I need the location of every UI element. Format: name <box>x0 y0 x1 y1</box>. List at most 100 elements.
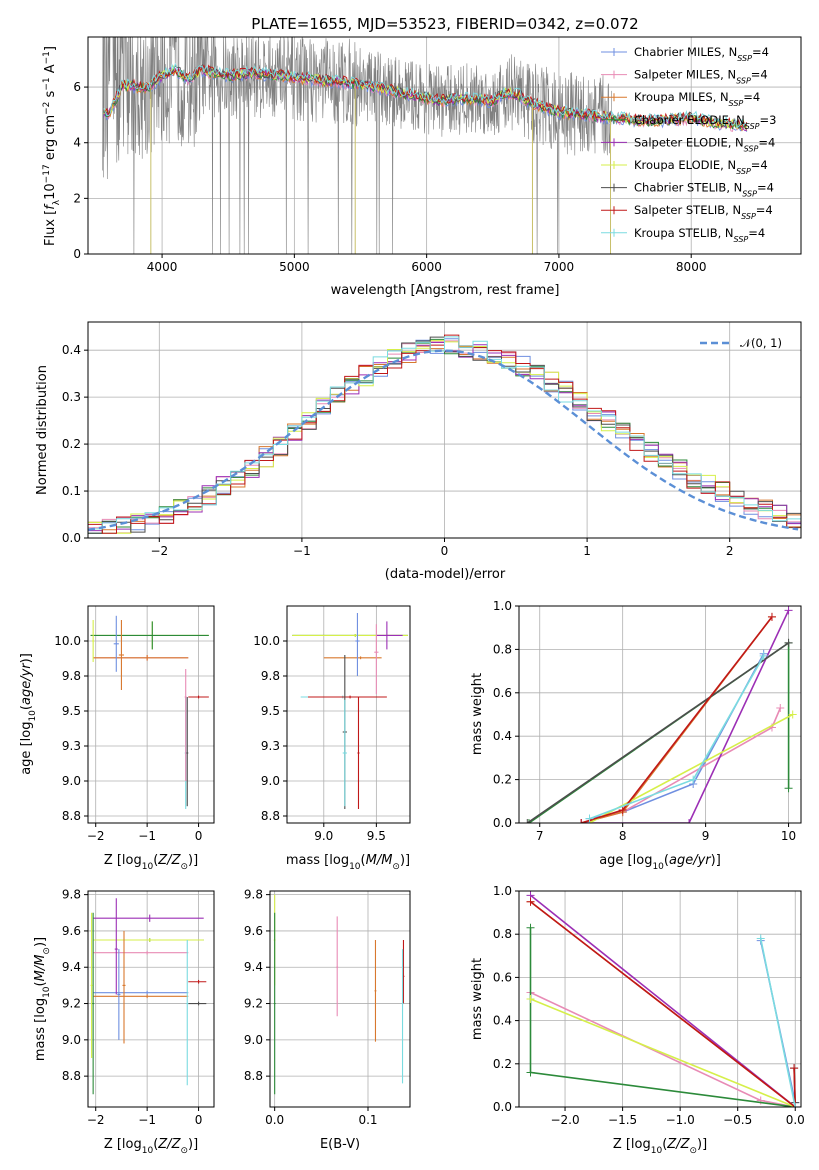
y-tick-label: 0 <box>73 247 81 261</box>
weight-marker <box>788 710 797 719</box>
legend-label: Salpeter STELIB, NSSP=4 <box>634 203 773 221</box>
x-tick-label: −2 <box>87 829 105 843</box>
weight-line-salpeter-elodie <box>581 609 790 823</box>
x-tick-label: 8000 <box>676 260 707 274</box>
y-tick-label: 9.8 <box>62 669 81 683</box>
plot-area <box>102 37 748 254</box>
x-tick-label: 0.0 <box>265 1113 284 1127</box>
weight-marker <box>767 612 776 621</box>
y-tick-label: 9.6 <box>62 924 81 938</box>
gaussian-curve <box>88 349 799 531</box>
legend-label: Kroupa STELIB, NSSP=4 <box>634 226 765 244</box>
weight-marker <box>784 606 793 615</box>
y-tick-label: 9.8 <box>261 669 280 683</box>
weight-marker <box>526 923 535 932</box>
y-tick-label: 8.8 <box>62 809 81 823</box>
weight-line-chabrier-elodie <box>529 927 796 1107</box>
y-tick-label: 9.8 <box>62 888 81 902</box>
y-tick-label: 9.0 <box>62 774 81 788</box>
axes-frame <box>286 605 411 824</box>
y-tick-label: 9.0 <box>62 1033 81 1047</box>
x-tick-label: 9 <box>702 829 710 843</box>
y-tick-label: 10.0 <box>54 634 81 648</box>
model-spectrum-kroupa-elodie <box>103 64 748 130</box>
panel-massweight-vs-Z: −2.0 −1.5 −1.0 −0.5 0.0 0.0 0.2 0.4 0.6 0.8 1.0 Z [… <box>470 884 805 1156</box>
y-tick-label: 9.3 <box>62 739 81 753</box>
weight-marker <box>577 819 586 823</box>
y-tick-label: 1.0 <box>493 599 512 613</box>
weight-marker <box>526 995 535 1003</box>
weight-marker <box>618 805 627 814</box>
weight-marker <box>791 1103 800 1107</box>
y-tick-label: 9.5 <box>261 704 280 718</box>
weight-marker <box>524 819 533 823</box>
x-tick-label: 1 <box>583 544 591 558</box>
y-axis-label: mass weight <box>470 958 485 1040</box>
x-axis-label: E(B-V) <box>320 1137 360 1152</box>
legend-label: Chabrier MILES, NSSP=4 <box>634 45 769 63</box>
y-tick-label: 0.4 <box>62 343 81 357</box>
y-tick-label: 4 <box>73 136 81 150</box>
axes-frame <box>269 890 411 1108</box>
plot-area <box>88 334 801 534</box>
plot-area <box>90 898 207 1095</box>
y-tick-label: 9.3 <box>261 739 280 753</box>
model-spectrum-kroupa-stelib <box>103 62 748 129</box>
x-tick-label: −0.5 <box>723 1113 752 1127</box>
y-tick-label: 8.8 <box>261 809 280 823</box>
x-tick-label: 10 <box>781 829 796 843</box>
figure-title: PLATE=1655, MJD=53523, FIBERID=0342, z=0… <box>251 15 638 33</box>
y-tick-label: 9.6 <box>244 924 263 938</box>
axes-frame <box>87 605 215 824</box>
y-tick-label: 1.0 <box>493 884 512 898</box>
weight-marker <box>526 1068 535 1077</box>
legend-label: 𝒩(0, 1) <box>740 336 782 350</box>
y-tick-label: 9.2 <box>244 997 263 1011</box>
y-tick-label: 9.0 <box>244 1033 263 1047</box>
y-tick-label: 0.4 <box>493 729 512 743</box>
x-tick-label: −1.5 <box>608 1113 637 1127</box>
x-tick-label: −2 <box>87 1113 105 1127</box>
y-tick-label: 9.0 <box>261 774 280 788</box>
x-tick-label: 0 <box>441 544 449 558</box>
y-tick-label: 8.8 <box>244 1069 263 1083</box>
x-axis-label: Z [log10(Z/Z⊙)] <box>613 1137 707 1156</box>
x-tick-label: 6000 <box>411 260 442 274</box>
panel-mass-vs-Z: −2 −1 0 8.8 9.0 9.2 9.4 9.6 9.8 Z [log10(Z/Z⊙)] ma… <box>33 888 215 1156</box>
panel-age-vs-mass: 9.0 9.5 8.8 9.0 9.3 9.5 9.8 10.0 mass [log10(M/M… <box>253 605 411 872</box>
x-axis-label: mass [log10(M/M⊙)] <box>286 853 410 872</box>
x-tick-label: 9.0 <box>314 829 333 843</box>
x-axis-label: Z [log10(Z/Z⊙)] <box>104 853 198 872</box>
y-tick-label: 0.0 <box>62 531 81 545</box>
x-axis-label: age [log10(age/yr)] <box>599 853 721 872</box>
axes-frame <box>518 890 802 1108</box>
legend-label: Kroupa ELODIE, NSSP=4 <box>634 158 768 176</box>
x-tick-label: 7 <box>536 829 544 843</box>
x-tick-label: 4000 <box>147 260 178 274</box>
y-axis-label: Flux [fλ10−17 erg cm−2 s−1 A−1] <box>42 46 62 246</box>
y-tick-label: 0.0 <box>493 1100 512 1114</box>
x-tick-label: 2 <box>726 544 734 558</box>
weight-marker <box>689 775 698 784</box>
x-axis-label: wavelength [Angstrom, rest frame] <box>331 283 560 298</box>
y-axis-label: mass weight <box>470 673 485 755</box>
legend-label: Chabrier STELIB, NSSP=4 <box>634 181 774 199</box>
y-tick-label: 0.2 <box>493 1057 512 1071</box>
x-axis-label: (data-model)/error <box>385 567 506 582</box>
x-tick-label: −1.0 <box>666 1113 695 1127</box>
x-tick-label: −1 <box>138 829 156 843</box>
legend-label: Salpeter ELODIE, NSSP=4 <box>634 135 775 153</box>
y-tick-label: 9.8 <box>244 888 263 902</box>
plot-area <box>523 606 797 823</box>
weight-marker <box>756 934 765 943</box>
x-tick-label: −2.0 <box>550 1113 579 1127</box>
weight-marker <box>685 819 694 823</box>
x-tick-label: −1 <box>138 1113 156 1127</box>
x-tick-label: 9.5 <box>367 829 386 843</box>
y-tick-label: 6 <box>73 80 81 94</box>
axes-frame <box>87 36 802 255</box>
weight-line-chabrier-stelib <box>526 642 790 823</box>
x-tick-label: 0.1 <box>358 1113 377 1127</box>
y-tick-label: 0.6 <box>493 686 512 700</box>
x-tick-label: 7000 <box>544 260 575 274</box>
